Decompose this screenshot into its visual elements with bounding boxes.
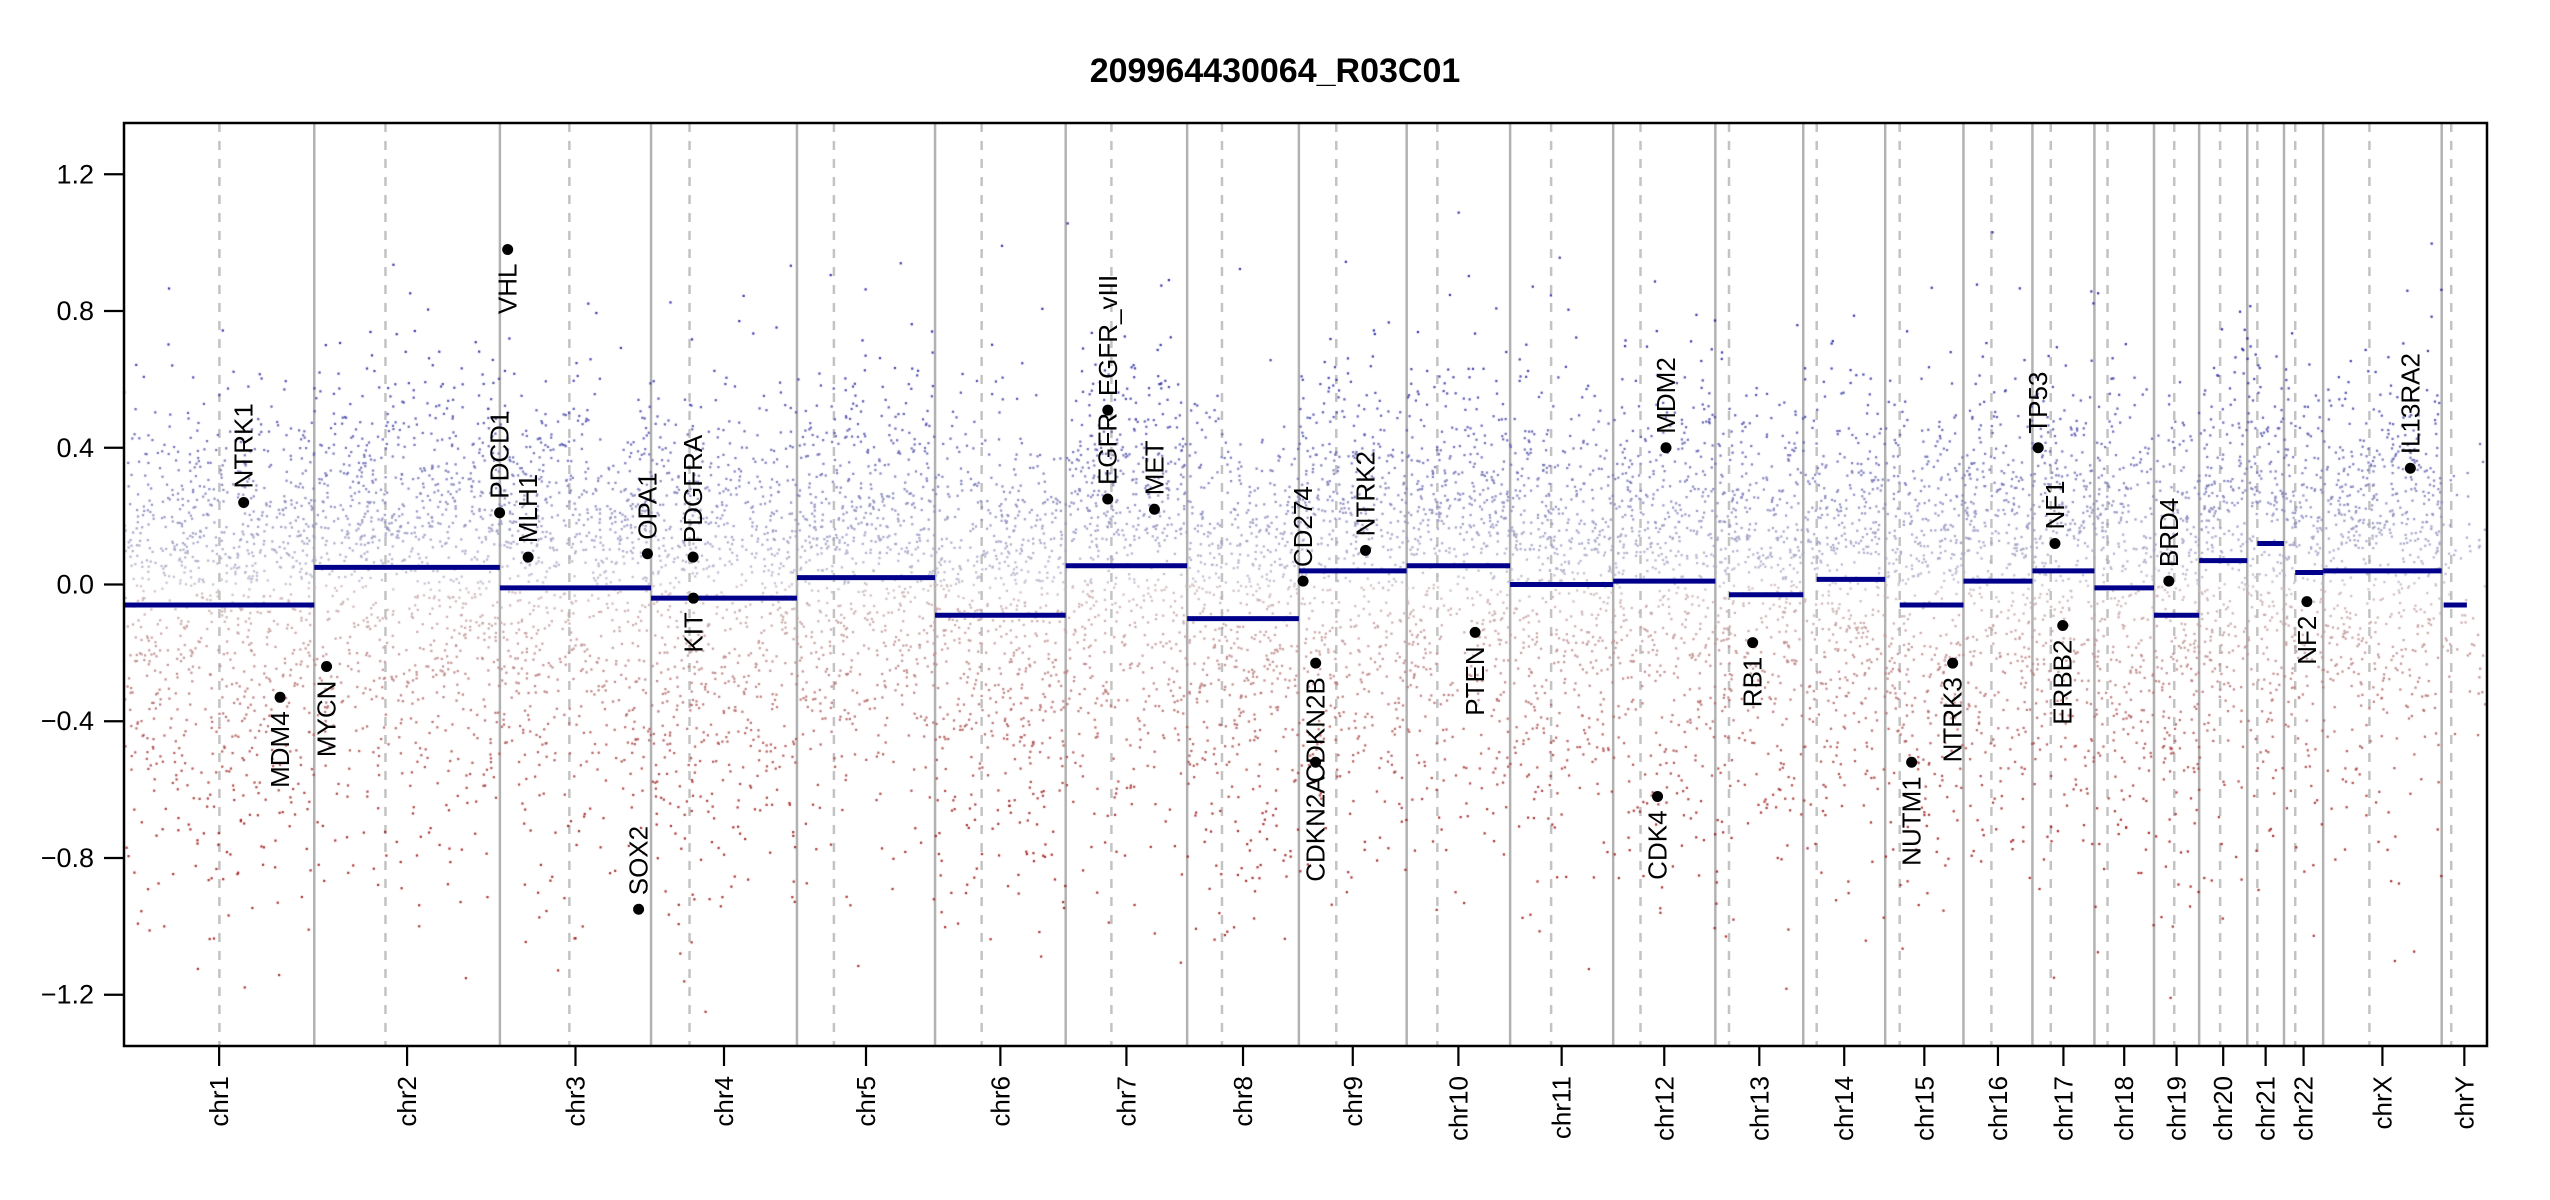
y-axis-tick-label: 1.2	[56, 159, 94, 189]
x-axis-label-chr8: chr8	[1228, 1076, 1258, 1127]
gene-label-NF2: NF2	[2292, 616, 2322, 665]
gene-marker-MLH1	[522, 551, 534, 563]
gene-marker-NF1	[2049, 537, 2061, 549]
gene-marker-KIT	[687, 592, 699, 604]
gene-label-NTRK3: NTRK3	[1938, 677, 1968, 762]
gene-marker-NTRK3	[1947, 657, 1959, 669]
gene-marker-BRD4	[2163, 575, 2175, 587]
gene-marker-PTEN	[1469, 626, 1481, 638]
gene-label-CDKN2B: CDKN2B	[1301, 677, 1331, 782]
gene-label-CDK4: CDK4	[1643, 810, 1673, 879]
gene-marker-OPA1	[641, 548, 653, 560]
x-axis-label-chr15: chr15	[1909, 1076, 1939, 1141]
x-axis-label-chr19: chr19	[2162, 1076, 2192, 1141]
x-axis-label-chr4: chr4	[709, 1076, 739, 1127]
gene-label-MLH1: MLH1	[513, 474, 543, 543]
gene-marker-CDKN2A	[1310, 756, 1322, 768]
x-axis-label-chrY: chrY	[2449, 1076, 2479, 1129]
x-axis-label-chr7: chr7	[1111, 1076, 1141, 1127]
gene-label-PDGFRA: PDGFRA	[678, 434, 708, 543]
x-axis-label-chr22: chr22	[2289, 1076, 2319, 1141]
x-axis-label-chr5: chr5	[851, 1076, 881, 1127]
gene-label-KIT: KIT	[678, 612, 708, 653]
gene-marker-NTRK2	[1360, 544, 1372, 556]
x-axis-label-chr2: chr2	[392, 1076, 422, 1127]
x-axis-label-chr13: chr13	[1744, 1076, 1774, 1141]
x-axis-label-chr3: chr3	[560, 1076, 590, 1127]
gene-marker-PDCD1	[494, 507, 506, 519]
gene-marker-VHL	[502, 243, 514, 255]
gene-label-EGFR: EGFR	[1093, 413, 1123, 485]
x-axis-label-chr21: chr21	[2251, 1076, 2281, 1141]
gene-label-MYCN: MYCN	[312, 681, 342, 758]
x-axis-label-chr1: chr1	[204, 1076, 234, 1127]
gene-marker-MDM4	[274, 691, 286, 703]
gene-label-TP53: TP53	[2023, 372, 2053, 434]
x-axis-label-chr9: chr9	[1338, 1076, 1368, 1127]
gene-label-MDM4: MDM4	[265, 711, 295, 788]
gene-marker-PDGFRA	[687, 551, 699, 563]
gene-marker-TP53	[2032, 442, 2044, 454]
gene-marker-EGFR	[1102, 493, 1114, 505]
gene-label-BRD4: BRD4	[2154, 498, 2184, 567]
gene-label-VHL: VHL	[493, 263, 523, 314]
gene-label-EGFR_vIII: EGFR_vIII	[1093, 275, 1123, 396]
gene-label-NF1: NF1	[2040, 480, 2070, 529]
gene-marker-ERBB2	[2057, 620, 2069, 632]
gene-label-NTRK1: NTRK1	[229, 403, 259, 488]
gene-label-IL13RA2: IL13RA2	[2395, 353, 2425, 454]
x-axis-label-chr17: chr17	[2048, 1076, 2078, 1141]
gene-label-MDM2: MDM2	[1651, 357, 1681, 434]
gene-marker-NF2	[2301, 596, 2313, 608]
gene-label-NTRK2: NTRK2	[1351, 451, 1381, 536]
x-axis-label-chr11: chr11	[1547, 1076, 1577, 1139]
gene-label-CDKN2A: CDKN2A	[1301, 776, 1331, 882]
x-axis-label-chr12: chr12	[1649, 1076, 1679, 1141]
gene-label-NUTM1: NUTM1	[1897, 776, 1927, 866]
y-axis-tick-label: 0.8	[56, 296, 94, 326]
x-axis-label-chr6: chr6	[985, 1076, 1015, 1127]
y-axis-tick-label: −0.4	[41, 706, 94, 736]
gene-marker-CD274	[1297, 575, 1309, 587]
gene-marker-NTRK1	[238, 496, 250, 508]
y-axis-tick-label: 0.0	[56, 570, 94, 600]
x-axis-label-chr10: chr10	[1443, 1076, 1473, 1141]
gene-label-PTEN: PTEN	[1460, 646, 1490, 715]
x-axis-label-chr14: chr14	[1829, 1076, 1859, 1141]
gene-label-MET: MET	[1139, 440, 1169, 495]
gene-marker-CDKN2B	[1310, 657, 1322, 669]
gene-marker-SOX2	[633, 903, 645, 915]
gene-label-PDCD1: PDCD1	[485, 411, 515, 499]
gene-marker-IL13RA2	[2404, 462, 2416, 474]
x-axis-label-chr20: chr20	[2208, 1076, 2238, 1141]
gene-marker-RB1	[1747, 637, 1759, 649]
gene-marker-MET	[1148, 503, 1160, 515]
gene-marker-MDM2	[1660, 442, 1672, 454]
gene-marker-CDK4	[1652, 790, 1664, 802]
gene-label-OPA1: OPA1	[632, 472, 662, 539]
x-axis-label-chr18: chr18	[2109, 1076, 2139, 1141]
y-axis-tick-label: −1.2	[41, 980, 94, 1010]
x-axis-label-chr16: chr16	[1983, 1076, 2013, 1141]
y-axis-tick-label: −0.8	[41, 843, 94, 873]
gene-marker-EGFR_vIII	[1102, 404, 1114, 416]
y-axis-tick-label: 0.4	[56, 433, 94, 463]
gene-label-SOX2: SOX2	[624, 826, 654, 895]
gene-marker-NUTM1	[1906, 756, 1918, 768]
gene-label-ERBB2: ERBB2	[2048, 640, 2078, 725]
x-axis-label-chrX: chrX	[2367, 1076, 2397, 1129]
gene-label-CD274: CD274	[1288, 486, 1318, 567]
gene-marker-MYCN	[321, 661, 333, 673]
gene-label-RB1: RB1	[1738, 657, 1768, 708]
